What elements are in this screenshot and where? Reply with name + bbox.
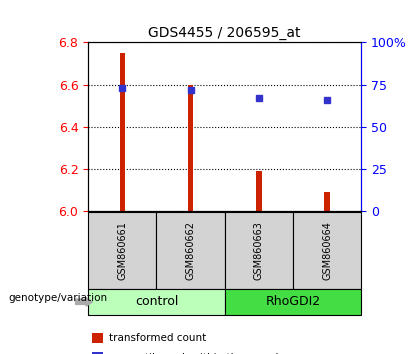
Text: genotype/variation: genotype/variation [8, 293, 108, 303]
Bar [88, 289, 225, 315]
Bar [188, 85, 193, 211]
Bar [156, 212, 225, 289]
Bar [256, 171, 262, 211]
Bar [324, 192, 330, 211]
Bar [225, 289, 361, 315]
Title: GDS4455 / 206595_at: GDS4455 / 206595_at [148, 26, 301, 40]
Bar [88, 212, 156, 289]
Text: GSM860661: GSM860661 [117, 221, 127, 280]
Text: GSM860664: GSM860664 [322, 221, 332, 280]
Text: GSM860663: GSM860663 [254, 221, 264, 280]
Bar [120, 53, 125, 211]
Text: percentile rank within the sample: percentile rank within the sample [109, 353, 285, 354]
Bar [293, 212, 361, 289]
Text: control: control [135, 295, 178, 308]
Text: RhoGDI2: RhoGDI2 [265, 295, 320, 308]
Bar [225, 212, 293, 289]
Text: transformed count: transformed count [109, 333, 207, 343]
Text: GSM860662: GSM860662 [186, 221, 196, 280]
